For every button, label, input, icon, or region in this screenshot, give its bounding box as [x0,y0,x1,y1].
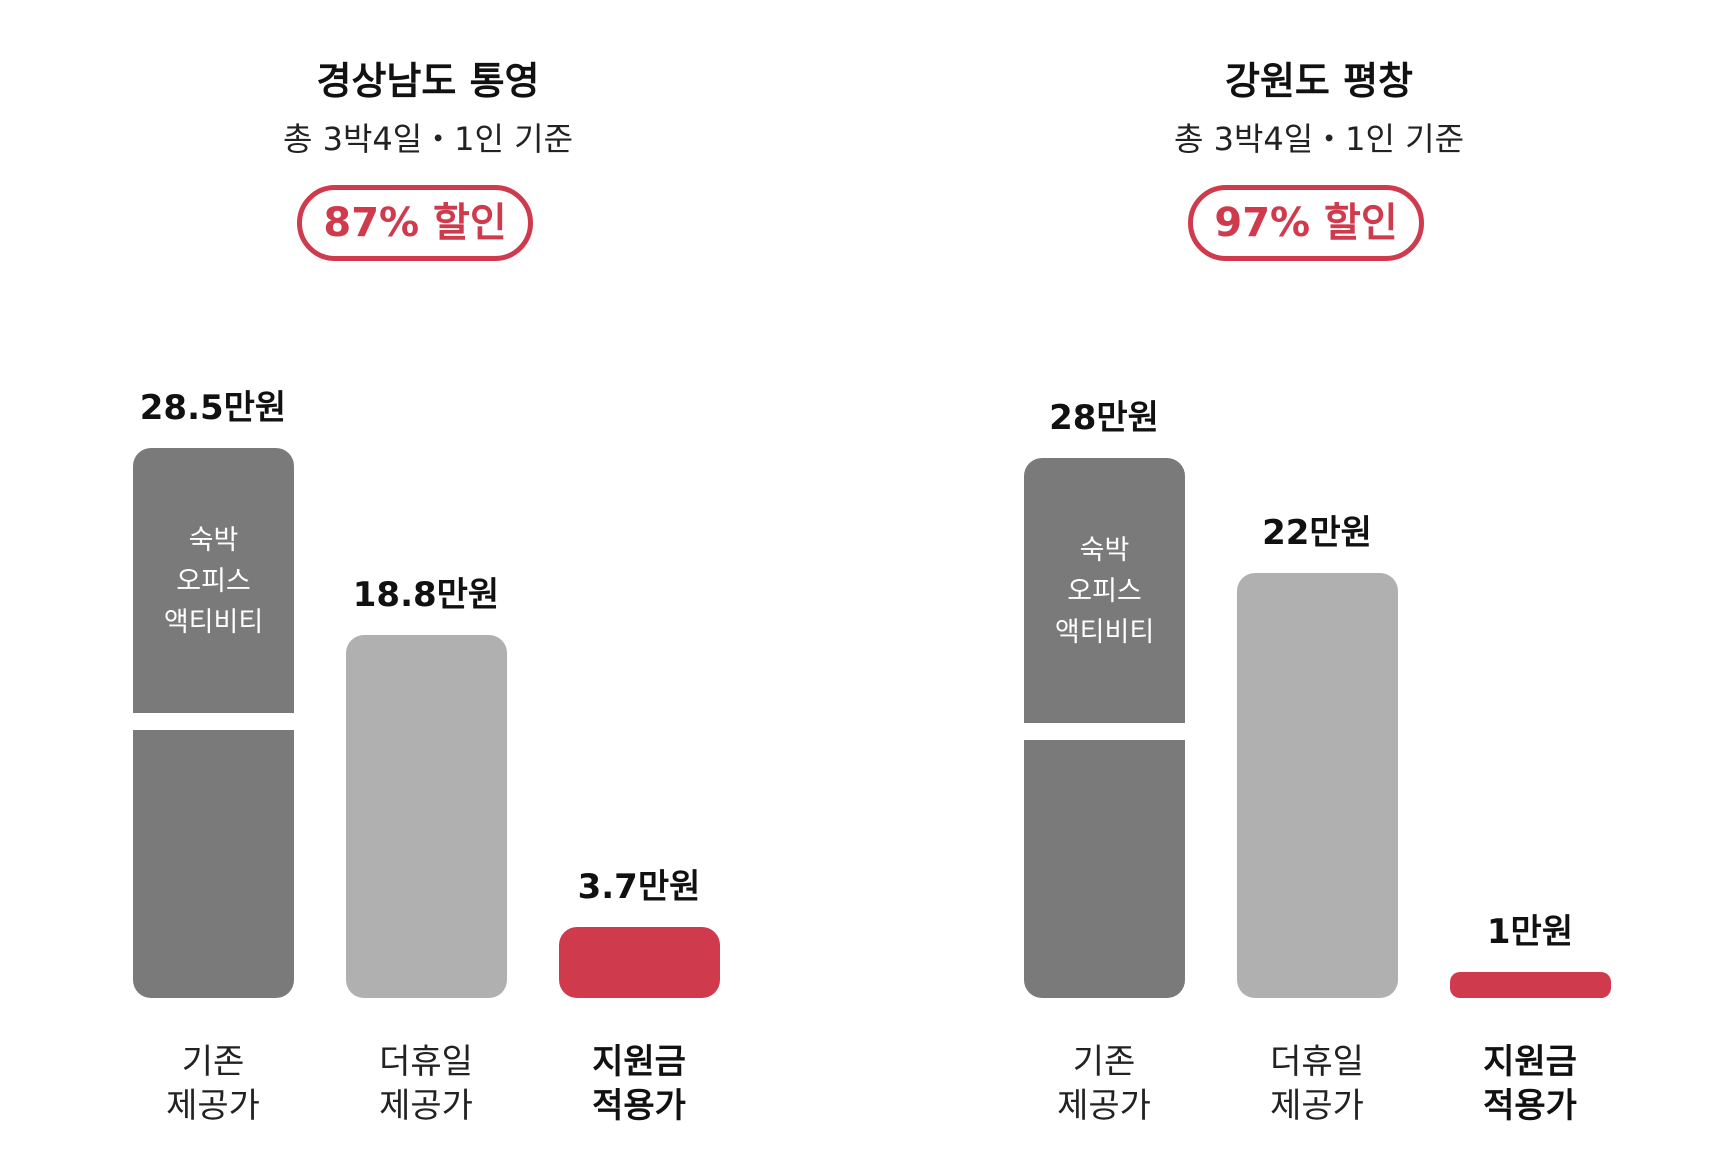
category-line: 기존 [181,1042,245,1082]
category-label: 더휴일 제공가 [1207,1040,1427,1128]
chart-subtitle: 총 3박4일・1인 기준 [282,120,574,158]
category-label: 지원금 적용가 [529,1040,749,1128]
segment-text: 숙박 오피스 액티비티 [1024,530,1185,653]
bar-subsidy-price [559,927,720,998]
chart-panel-pyeongchang: 강원도 평창 총 3박4일・1인 기준 97% 할인 숙박 오피스 액티비티 2… [891,0,1713,1176]
bar-holiday-price [1237,573,1398,998]
chart-subtitle: 총 3박4일・1인 기준 [1173,120,1465,158]
discount-badge: 97% 할인 [1188,185,1424,261]
chart-panel-tongyeong: 경상남도 통영 총 3박4일・1인 기준 87% 할인 숙박 오피스 액티비티 … [0,0,856,1176]
value-label: 28.5만원 [139,388,287,428]
value-label: 1만원 [1486,912,1574,952]
segment-line: 액티비티 [163,607,264,638]
value-label: 22만원 [1262,513,1372,553]
bar-segment-bottom [1024,740,1185,998]
chart-title: 경상남도 통영 [316,59,540,103]
category-line: 제공가 [1057,1086,1151,1126]
category-line: 더휴일 [1270,1042,1364,1082]
segment-line: 숙박 [1079,535,1130,566]
bar-fill [1450,972,1611,998]
bar-holiday-price [346,635,507,998]
bar-segment-top: 숙박 오피스 액티비티 [133,448,294,713]
bar-fill [1237,573,1398,998]
category-line: 제공가 [379,1086,473,1126]
segment-line: 오피스 [176,566,251,597]
category-line: 적용가 [592,1086,686,1126]
segment-line: 오피스 [1067,576,1142,607]
category-label: 기존 제공가 [103,1040,323,1128]
category-label: 지원금 적용가 [1420,1040,1640,1128]
category-label: 더휴일 제공가 [316,1040,536,1128]
bar-fill [346,635,507,998]
category-label: 기존 제공가 [994,1040,1214,1128]
value-label: 18.8만원 [352,575,500,615]
category-line: 제공가 [166,1086,260,1126]
bar-segment-bottom [133,730,294,998]
segment-line: 액티비티 [1054,617,1155,648]
bar-base-price: 숙박 오피스 액티비티 [133,448,294,998]
bar-subsidy-price [1450,972,1611,998]
segment-line: 숙박 [188,525,239,556]
category-line: 더휴일 [379,1042,473,1082]
bar-base-price: 숙박 오피스 액티비티 [1024,458,1185,998]
segment-text: 숙박 오피스 액티비티 [133,520,294,643]
discount-badge: 87% 할인 [297,185,533,261]
category-line: 지원금 [1483,1042,1577,1082]
value-label: 3.7만원 [577,867,701,907]
category-line: 지원금 [592,1042,686,1082]
category-line: 기존 [1072,1042,1136,1082]
category-line: 적용가 [1483,1086,1577,1126]
chart-title: 강원도 평창 [1224,59,1414,103]
value-label: 28만원 [1049,398,1159,438]
bar-fill [559,927,720,998]
category-line: 제공가 [1270,1086,1364,1126]
bar-segment-top: 숙박 오피스 액티비티 [1024,458,1185,723]
